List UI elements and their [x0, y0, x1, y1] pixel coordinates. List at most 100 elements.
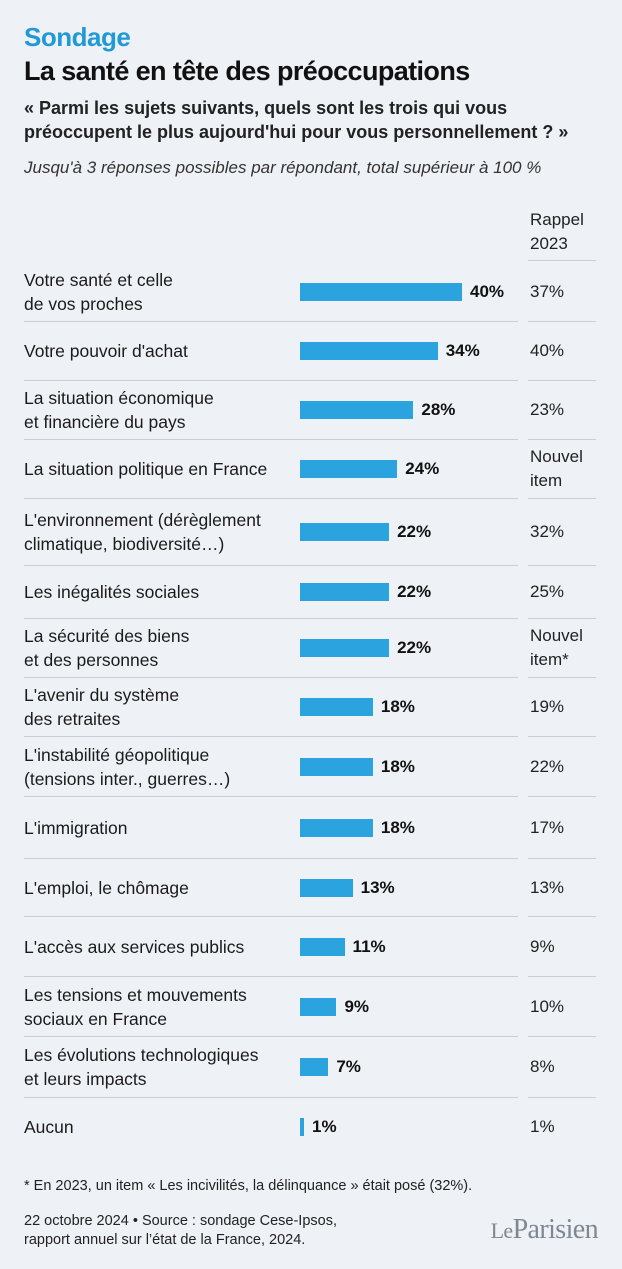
rappel-separator	[528, 796, 596, 797]
category-label-line: Les évolutions technologiques	[24, 1045, 259, 1065]
value-label: 22%	[397, 638, 432, 657]
rappel-2023-line: 10%	[530, 997, 565, 1016]
rappel-2023-value: 32%	[530, 520, 600, 544]
bar	[300, 998, 337, 1016]
value-label: 40%	[470, 282, 505, 301]
value-label: 9%	[344, 997, 370, 1016]
category-label-line: L'instabilité géopolitique	[24, 745, 210, 765]
bar	[300, 583, 390, 601]
row-separator	[24, 618, 518, 619]
value-label: 7%	[336, 1057, 361, 1076]
rappel-2023-value: Nouvel item	[530, 445, 600, 493]
category-label: L'immigration	[24, 816, 286, 840]
row-separator	[24, 439, 518, 440]
rappel-separator	[528, 1097, 596, 1098]
row-separator	[24, 976, 518, 977]
category-label-line: Les tensions et mouvements	[24, 985, 247, 1005]
rappel-2023-value: 13%	[530, 876, 600, 900]
rappel-separator	[528, 321, 596, 322]
row-separator	[24, 321, 518, 322]
rappel-2023-line: 8%	[530, 1057, 555, 1076]
category-label-line: climatique, biodiversité…)	[24, 534, 225, 554]
category-label-line: Votre pouvoir d'achat	[24, 341, 188, 361]
bar	[300, 938, 345, 956]
value-label: 34%	[445, 341, 480, 360]
value-label: 18%	[380, 818, 415, 837]
rappel-separator	[528, 380, 596, 381]
category-label-line: La situation politique en France	[24, 459, 268, 479]
rappel-2023-value: 40%	[530, 339, 600, 363]
rappel-2023-line: Nouvel	[530, 626, 583, 645]
rappel-2023-value: 37%	[530, 280, 600, 304]
row-separator	[24, 380, 518, 381]
logo-le: Le	[490, 1218, 514, 1243]
rappel-separator	[528, 565, 596, 566]
category-label: La sécurité des biens et des personnes	[24, 624, 286, 672]
category-label-line: et leurs impacts	[24, 1069, 147, 1089]
rappel-separator	[528, 498, 596, 499]
kicker: Sondage	[24, 22, 131, 52]
category-label-line: sociaux en France	[24, 1009, 167, 1029]
category-label-line: L'avenir du système	[24, 685, 180, 705]
rappel-separator	[528, 1036, 596, 1037]
rappel-2023-line: item*	[530, 650, 569, 669]
category-label-line: La sécurité des biens	[24, 626, 190, 646]
rappel-2023-line: 25%	[530, 582, 565, 601]
rappel-separator	[528, 736, 596, 737]
bar	[300, 342, 438, 360]
value-label: 18%	[380, 757, 415, 776]
rappel-2023-line: 1%	[530, 1117, 555, 1136]
row-separator	[24, 858, 518, 859]
category-label: L'accès aux services publics	[24, 935, 286, 959]
rappel-2023-line: 19%	[530, 697, 565, 716]
rappel-2023-value: 25%	[530, 580, 600, 604]
bar	[300, 698, 373, 716]
category-label-line: Votre santé et celle	[24, 270, 173, 290]
category-label: Les inégalités sociales	[24, 580, 286, 604]
category-label: L'avenir du système des retraites	[24, 683, 286, 731]
category-label: Les tensions et mouvements sociaux en Fra…	[24, 983, 286, 1031]
rappel-separator	[528, 858, 596, 859]
category-label-line: et financière du pays	[24, 412, 186, 432]
bar	[300, 879, 353, 897]
row-separator	[24, 796, 518, 797]
rappel-separator	[528, 916, 596, 917]
rappel-header-line-2: 2023	[530, 234, 568, 253]
rappel-2023-value: 8%	[530, 1055, 600, 1079]
category-label-line: de vos proches	[24, 294, 143, 314]
bar	[300, 758, 373, 776]
value-label: 24%	[405, 459, 440, 478]
rappel-2023-line: 40%	[530, 341, 565, 360]
rappel-2023-line: Nouvel	[530, 447, 583, 466]
row-separator	[24, 498, 518, 499]
bar	[300, 1118, 305, 1136]
rappel-2023-value: 17%	[530, 816, 600, 840]
category-label-line: Aucun	[24, 1117, 74, 1137]
rappel-2023-line: 32%	[530, 522, 565, 541]
rappel-separator	[528, 677, 596, 678]
rappel-2023-line: 37%	[530, 282, 565, 301]
value-label: 18%	[380, 697, 415, 716]
header-separator	[528, 260, 596, 261]
category-label-line: L'immigration	[24, 818, 128, 838]
bar	[300, 283, 462, 301]
category-label-line: des retraites	[24, 709, 121, 729]
rappel-2023-line: item	[530, 471, 563, 490]
rappel-separator	[528, 618, 596, 619]
source: 22 octobre 2024 • Source : sondage Cese-…	[24, 1212, 337, 1250]
category-label: Votre pouvoir d'achat	[24, 339, 286, 363]
logo-parisien: Parisien	[512, 1214, 599, 1245]
category-label: Aucun	[24, 1115, 286, 1139]
rappel-separator	[528, 976, 596, 977]
page-title: La santé en tête des préoccupations	[24, 56, 470, 86]
value-label: 28%	[421, 400, 456, 419]
rappel-2023-value: 10%	[530, 995, 600, 1019]
row-separator	[24, 1097, 518, 1098]
row-separator	[24, 565, 518, 566]
row-separator	[24, 1036, 518, 1037]
category-label: L'environnement (dérèglement climatique, …	[24, 508, 286, 556]
rappel-2023-line: 17%	[530, 818, 565, 837]
category-label: L'instabilité géopolitique (tensions inte…	[24, 743, 286, 791]
rappel-2023-value: 1%	[530, 1115, 600, 1139]
bar	[300, 1058, 329, 1076]
